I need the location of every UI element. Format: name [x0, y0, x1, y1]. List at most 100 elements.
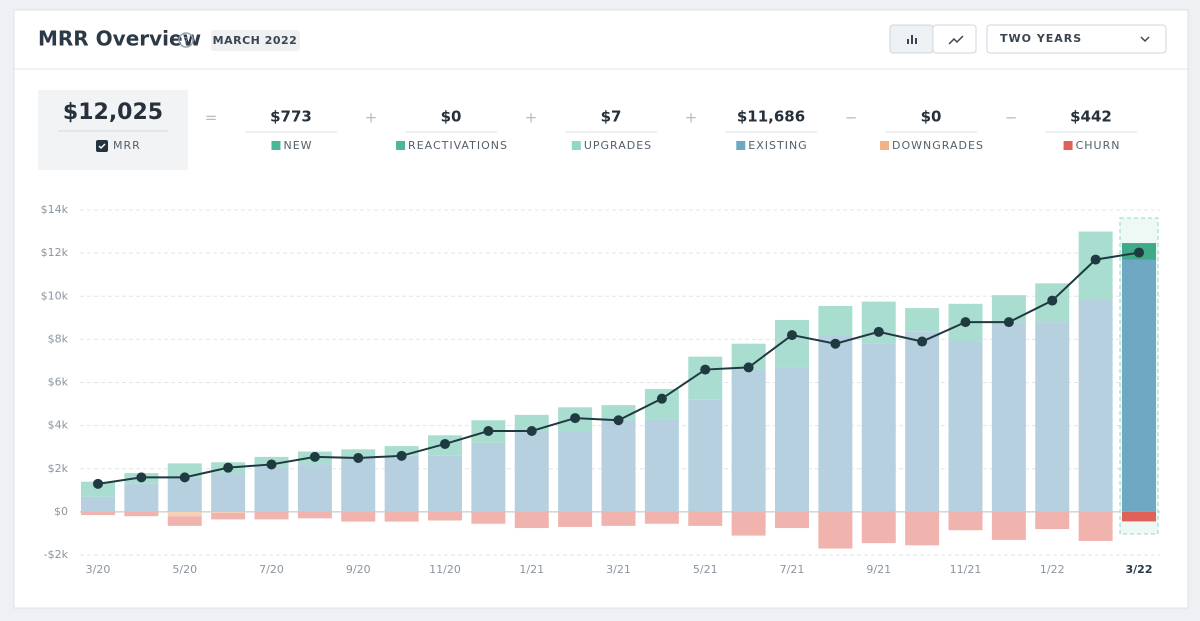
mrr-point [1047, 295, 1058, 306]
y-tick-label: -$2k [44, 548, 69, 561]
y-tick-label: $10k [41, 289, 69, 302]
metric-value: $442 [1070, 108, 1112, 126]
bar-segment [211, 473, 246, 512]
mrr-point [787, 330, 797, 341]
metric-label: NEW [283, 139, 312, 152]
operator: − [845, 109, 858, 127]
y-tick-label: $6k [48, 376, 69, 389]
mrr-point [179, 472, 190, 483]
bar-segment [428, 455, 462, 512]
mrr-point [266, 459, 277, 470]
bar-segment [167, 516, 202, 526]
range-dropdown-text: TWO YEARS [1000, 32, 1082, 45]
y-tick-label: $12k [41, 246, 69, 259]
bar-segment [471, 511, 506, 524]
bar-segment [775, 367, 809, 512]
bar-segment [167, 463, 202, 478]
bar-segment [861, 343, 896, 512]
mrr-point [743, 362, 754, 373]
y-tick-label: $14k [41, 203, 69, 216]
mrr-point [917, 336, 928, 347]
help-icon[interactable] [178, 32, 194, 48]
x-tick-label: 3/21 [606, 563, 631, 576]
operator: + [525, 109, 538, 127]
bar-segment [601, 419, 636, 512]
mrr-point [483, 426, 494, 437]
mrr-point [570, 413, 581, 424]
metric-swatch [1063, 141, 1073, 150]
metric-value: $11,686 [737, 108, 805, 126]
bar-segment [818, 335, 853, 512]
bar-segment [644, 419, 679, 512]
bar-segment [948, 341, 983, 512]
bar-segment [297, 464, 332, 512]
metric-swatch [880, 141, 890, 150]
operator: + [685, 109, 698, 127]
bar-segment [341, 511, 376, 522]
bar-segment [601, 511, 636, 526]
range-dropdown[interactable] [986, 24, 1167, 54]
metric-label: UPGRADES [584, 139, 652, 152]
bar-segment [167, 477, 202, 512]
bar-segment [558, 511, 593, 527]
x-tick-label: 7/20 [259, 563, 284, 576]
metric-swatch [271, 141, 281, 150]
y-tick-label: $0 [54, 505, 68, 518]
date-badge [211, 30, 300, 51]
metric-label: CHURN [1076, 139, 1121, 152]
x-tick-label: 7/21 [780, 563, 805, 576]
mrr-label: MRR [113, 139, 141, 152]
mrr-point [309, 451, 320, 462]
bar-segment [81, 496, 115, 512]
bar-segment [514, 431, 549, 512]
y-tick-label: $4k [48, 419, 69, 432]
bar-segment [688, 511, 723, 526]
operator: + [365, 109, 378, 127]
x-tick-label: 5/20 [172, 563, 197, 576]
bar-segment [81, 481, 115, 497]
bar-segment [905, 308, 940, 332]
x-tick-label: 11/20 [429, 563, 461, 576]
bar-segment [775, 511, 809, 529]
x-tick-label: 1/21 [519, 563, 544, 576]
operator: − [1005, 109, 1018, 127]
mrr-point [873, 326, 884, 337]
mrr-point [1134, 247, 1144, 258]
metric-swatch [736, 141, 746, 150]
bar-segment [211, 512, 246, 520]
bar-segment [297, 511, 332, 519]
bar-segment [861, 301, 896, 344]
bar-segment [948, 511, 983, 531]
mrr-point [1003, 317, 1014, 328]
mrr-point [353, 452, 364, 463]
metric-label: EXISTING [748, 139, 807, 152]
bar-segment [991, 322, 1026, 512]
mrr-point [960, 317, 971, 328]
bar-icon [907, 35, 917, 44]
x-tick-label: 9/20 [346, 563, 371, 576]
bar-segment [861, 511, 896, 544]
mrr-point [613, 415, 624, 426]
bar-segment [731, 369, 766, 512]
bar-segment [428, 511, 462, 521]
bar-segment [384, 511, 419, 522]
bar-segment [254, 466, 289, 512]
x-tick-label: 11/21 [950, 563, 982, 576]
bar-segment [818, 511, 853, 549]
bar-segment [905, 511, 940, 546]
mrr-point [700, 364, 711, 375]
mrr-point [223, 462, 234, 473]
bar-segment [1035, 511, 1070, 530]
bar-segment [514, 414, 549, 432]
mrr-box [38, 90, 188, 170]
x-tick-label: 1/22 [1040, 563, 1065, 576]
bar-segment [124, 483, 159, 512]
mrr-point [526, 426, 537, 437]
help-glyph: ? [183, 36, 188, 47]
mrr-point [440, 438, 450, 449]
bar-segment [1035, 322, 1070, 512]
metric-value: $7 [601, 108, 622, 126]
date-badge-text: MARCH 2022 [213, 34, 298, 47]
bar-segment [644, 511, 679, 524]
